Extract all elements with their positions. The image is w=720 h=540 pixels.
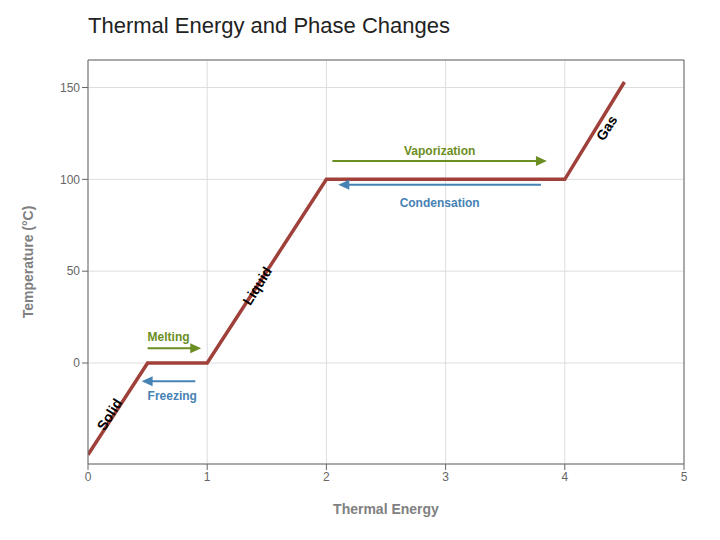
svg-text:4: 4 — [561, 470, 568, 484]
svg-text:5: 5 — [681, 470, 688, 484]
svg-text:Temperature (°C): Temperature (°C) — [20, 206, 36, 319]
svg-text:Vaporization: Vaporization — [404, 144, 475, 158]
svg-text:Freezing: Freezing — [148, 389, 197, 403]
svg-text:0: 0 — [73, 356, 80, 370]
svg-text:0: 0 — [85, 470, 92, 484]
svg-text:2: 2 — [323, 470, 330, 484]
svg-text:Liquid: Liquid — [239, 264, 275, 308]
svg-text:Condensation: Condensation — [400, 196, 480, 210]
svg-text:100: 100 — [60, 173, 80, 187]
svg-text:1: 1 — [204, 470, 211, 484]
svg-text:Solid: Solid — [94, 396, 126, 434]
svg-text:Gas: Gas — [593, 112, 621, 143]
svg-text:50: 50 — [67, 264, 81, 278]
html-text:Thermal Energy and Phase Chang: Thermal Energy and Phase Changes — [88, 13, 450, 38]
svg-text:Melting: Melting — [148, 330, 190, 344]
svg-text:150: 150 — [60, 81, 80, 95]
svg-text:3: 3 — [442, 470, 449, 484]
svg-text:Thermal Energy: Thermal Energy — [333, 501, 439, 517]
